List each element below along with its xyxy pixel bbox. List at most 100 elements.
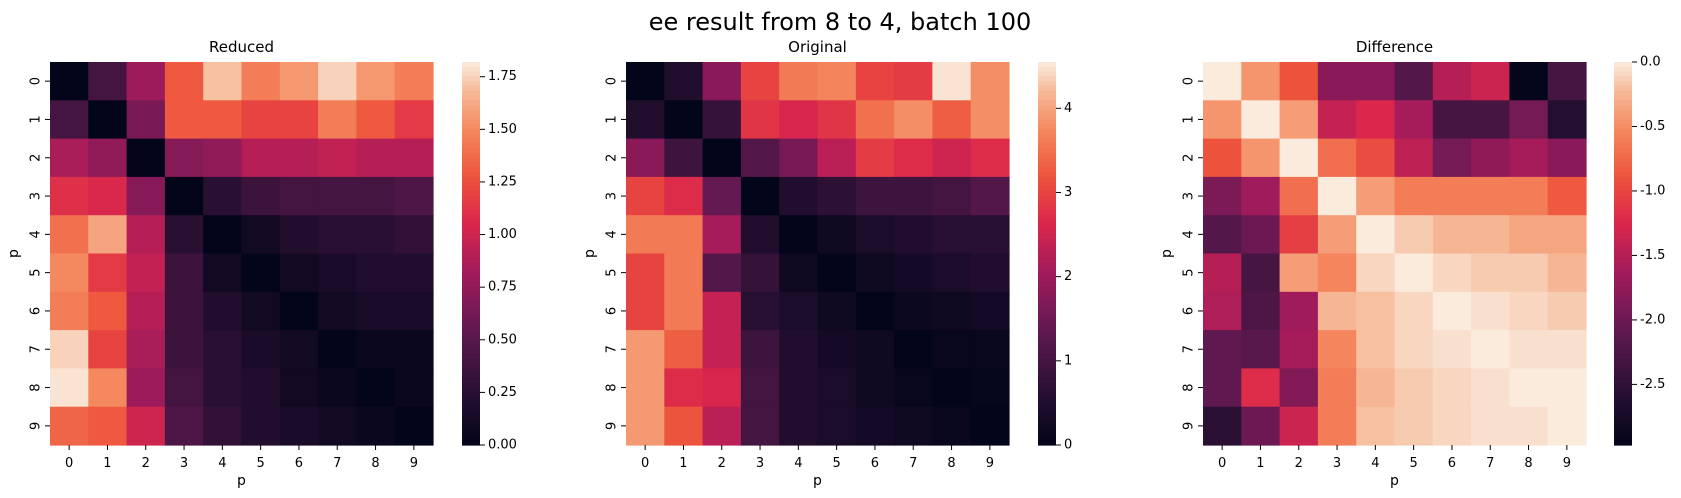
colorbar-segment [1038,157,1056,164]
colorbar-segment [1038,330,1056,336]
colorbar-segment [462,334,480,341]
heatmap-cell-r3-c5 [817,176,857,216]
heatmap-cell-r1-c2 [1279,100,1319,140]
heatmap-cell-r6-c7 [318,291,357,331]
heatmap-cell-r9-c1 [1241,406,1281,446]
colorbar-tick-label: 1.75 [488,69,517,84]
colorbar-segment [1038,291,1056,298]
colorbar-segment [462,148,480,154]
heatmap-cell-r5-c5 [1394,253,1434,293]
colorbar-segment [1038,62,1056,68]
colorbar-segment [1614,330,1632,336]
y-tick-label: 4 [605,230,620,238]
heatmap-cell-r1-c6 [855,100,895,140]
colorbar-segment [1614,358,1632,365]
heatmap-cell-r5-c6 [1432,253,1472,293]
colorbar-segment [1614,129,1632,135]
colorbar-segment [1038,401,1056,408]
heatmap-cell-r5-c4 [1356,253,1396,293]
colorbar-segment [462,301,480,307]
colorbar-segment [462,90,480,97]
colorbar-segment [1038,243,1056,250]
heatmap-cell-r1-c1 [88,100,128,140]
colorbar-segment [1614,392,1632,398]
heatmap-cell-r8-c5 [817,368,857,408]
heatmap-cell-r9-c1 [664,406,704,446]
colorbar-segment [462,210,480,216]
heatmap-cell-r4-c2 [1279,215,1319,255]
heatmap-cell-r7-c7 [894,330,933,369]
heatmap-cell-r4-c8 [932,215,972,255]
colorbar-segment [1614,440,1632,446]
colorbar-segment [462,186,480,192]
colorbar-segment [1038,272,1056,279]
colorbar-segment [462,109,480,116]
colorbar-segment [462,62,480,68]
colorbar-segment [1614,215,1632,221]
colorbar-segment [1038,411,1056,417]
heatmap-cell-r7-c6 [855,330,895,369]
heatmap-cell-r6-c0 [50,291,89,331]
colorbar-segment [462,296,480,302]
heatmap-cell-r7-c2 [702,330,742,369]
colorbar-segment [462,143,480,149]
heatmap-cell-r6-c6 [279,291,319,331]
colorbar-segment [1614,148,1632,154]
heatmap-cell-r0-c1 [1241,62,1281,101]
heatmap-cell-r3-c8 [932,176,972,216]
colorbar-segment [1614,339,1632,346]
heatmap-cell-r1-c5 [241,100,281,140]
heatmap-cell-r2-c0 [50,138,89,178]
heatmap-cell-r6-c4 [1356,291,1396,331]
x-tick-label: 7 [909,456,917,471]
y-axis-label: p [582,249,598,258]
heatmap-cell-r8-c3 [1317,368,1357,408]
heatmap-cell-r5-c4 [779,253,819,293]
colorbar-segment [1614,172,1632,178]
heatmap-cell-r0-c7 [318,62,357,101]
colorbar-segment [462,181,480,188]
heatmap-cell-r5-c7 [894,253,933,293]
heatmap-cell-r0-c5 [1394,62,1434,101]
heatmap-cell-r6-c0 [1203,291,1242,331]
colorbar-segment [462,368,480,374]
colorbar-segment [462,81,480,87]
colorbar-segment [1614,152,1632,159]
x-tick-label: 4 [1371,456,1379,471]
heatmap-cell-r4-c0 [626,215,665,255]
figure-title: ee result from 8 to 4, batch 100 [649,8,1032,36]
heatmap-cell-r3-c7 [318,176,357,216]
colorbar-segment [1038,90,1056,97]
heatmap-cell-r3-c2 [126,176,166,216]
heatmap-cell-r5-c1 [664,253,704,293]
heatmap-cell-r7-c2 [126,330,166,369]
heatmap-cell-r6-c9 [970,291,1010,331]
colorbar-segment [1038,339,1056,346]
heatmap-cell-r9-c9 [394,406,434,446]
colorbar-segment [462,229,480,235]
colorbar-segment [462,401,480,408]
heatmap-cell-r5-c6 [279,253,319,293]
heatmap-cell-r2-c2 [126,138,166,178]
colorbar-segment [1614,157,1632,164]
colorbar-segment [1614,66,1632,73]
heatmap-cell-r3-c2 [702,176,742,216]
heatmap-cell-r6-c8 [1509,291,1549,331]
heatmap-cell-r2-c6 [855,138,895,178]
colorbar-segment [1614,100,1632,106]
heatmap-cell-r9-c7 [894,406,933,446]
x-tick-label: 0 [641,456,649,471]
heatmap-cell-r9-c4 [1356,406,1396,446]
heatmap-cell-r4-c8 [1509,215,1549,255]
heatmap-cell-r7-c1 [88,330,128,369]
y-axis-label: p [1159,249,1175,258]
x-tick-label: 0 [1218,456,1226,471]
heatmap-cell-r2-c2 [702,138,742,178]
heatmap-cell-r7-c1 [1241,330,1281,369]
y-tick-label: 7 [29,345,44,353]
colorbar-segment [1038,176,1056,183]
heatmap-cell-r8-c1 [88,368,128,408]
colorbar-segment [1614,325,1632,331]
heatmap-cell-r4-c5 [817,215,857,255]
heatmap-difference: Difference 0 1 2 3 4 5 6 7 8 9 0 1 2 3 4 5 6 7 8 9 p p 0.0 -0.5 -… [1159,38,1665,489]
